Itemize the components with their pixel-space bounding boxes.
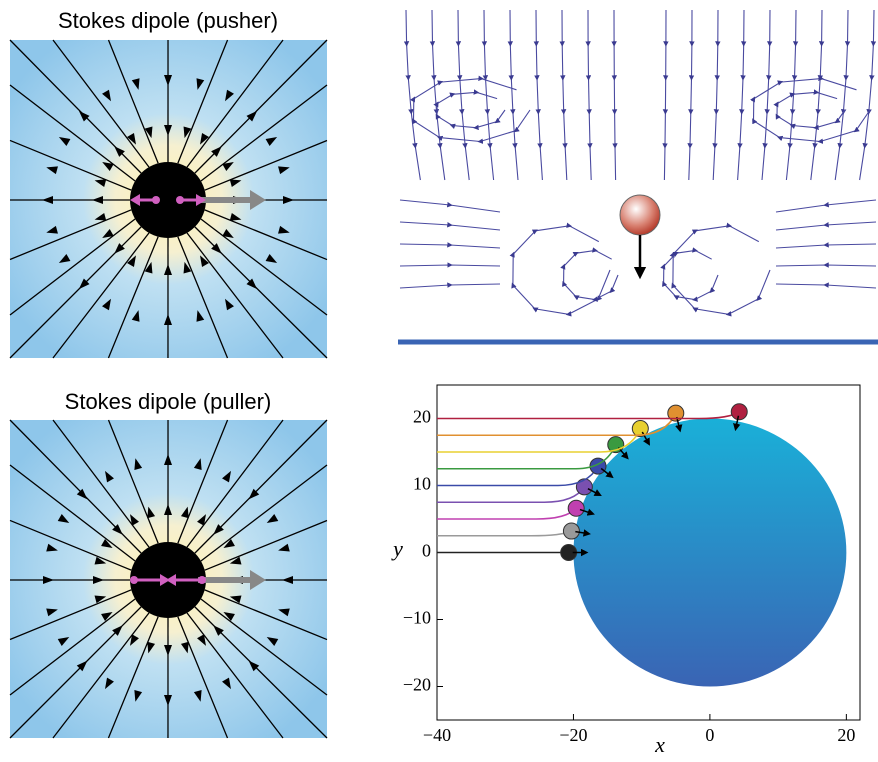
obstacle <box>573 419 846 687</box>
streamline <box>400 244 500 248</box>
streamline <box>614 10 616 180</box>
x-tick-label: −40 <box>423 725 451 745</box>
streamline <box>564 250 618 299</box>
x-tick-label: 20 <box>837 725 855 745</box>
x-tick-label: −20 <box>559 725 587 745</box>
streamline <box>776 244 876 248</box>
streamline <box>400 284 500 288</box>
force-dot <box>176 196 184 204</box>
streamline <box>811 10 822 180</box>
x-axis-label: x <box>654 732 665 757</box>
streamline <box>432 10 445 180</box>
swimmer <box>731 404 747 420</box>
streamline <box>777 92 845 127</box>
streamline <box>513 226 610 314</box>
figure: Stokes dipole (pusher) Stokes dipole (pu… <box>0 0 878 757</box>
streamline <box>458 10 469 180</box>
trajectory <box>437 445 616 469</box>
streamline <box>588 10 591 180</box>
x-tick-label: 0 <box>705 725 714 745</box>
streamline <box>510 10 518 180</box>
streamline <box>776 222 876 230</box>
streamline <box>689 10 692 180</box>
streamline <box>738 10 744 180</box>
streamline <box>762 10 770 180</box>
panel-title: Stokes dipole (pusher) <box>58 8 278 33</box>
streamline <box>754 79 871 142</box>
swimmer <box>576 479 592 495</box>
streamline <box>776 265 876 266</box>
force-dot <box>198 576 206 584</box>
trajectory <box>437 508 576 519</box>
trajectory <box>437 487 584 502</box>
y-tick-label: −10 <box>403 608 431 628</box>
streamline <box>713 10 718 180</box>
y-axis-label: y <box>391 536 403 561</box>
streamline <box>562 10 567 180</box>
streamline <box>835 10 848 180</box>
trajectory <box>437 531 571 536</box>
dipole-panel <box>10 40 327 358</box>
trajectory-plot: −40 −20 0 20 −20 −10 0 10 20 x y <box>391 385 860 757</box>
streamline <box>406 10 420 180</box>
swimmer <box>568 500 584 516</box>
y-tick-label: −20 <box>403 675 431 695</box>
force-dot <box>152 196 160 204</box>
streamline <box>437 92 505 127</box>
y-tick-label: 20 <box>413 407 431 427</box>
panel-title: Stokes dipole (puller) <box>65 389 272 414</box>
dipole-panel <box>10 420 327 738</box>
force-dot <box>130 576 138 584</box>
trajectory <box>437 412 739 419</box>
streamline <box>664 250 718 299</box>
streamline <box>400 265 500 266</box>
y-tick-label: 10 <box>413 474 431 494</box>
streamline <box>860 10 874 180</box>
streamline <box>400 200 500 212</box>
y-tick-label: 0 <box>422 541 431 561</box>
streamline-panel <box>398 10 878 342</box>
streamline <box>673 226 770 314</box>
streamline <box>664 10 666 180</box>
streamline <box>776 284 876 288</box>
streamline <box>536 10 542 180</box>
swimmer <box>620 195 660 235</box>
streamline <box>400 222 500 230</box>
swimmer <box>563 523 579 539</box>
streamline <box>776 200 876 212</box>
